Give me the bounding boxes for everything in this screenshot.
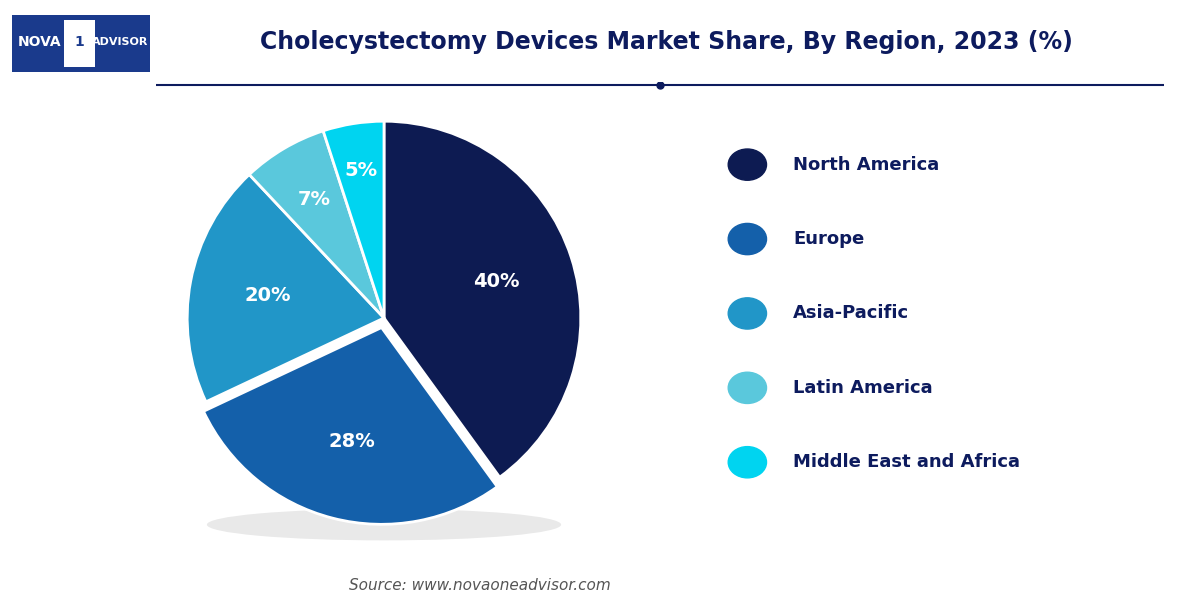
FancyBboxPatch shape: [12, 15, 150, 72]
Circle shape: [728, 372, 767, 403]
Text: 1: 1: [74, 35, 84, 49]
Text: NOVA: NOVA: [18, 35, 61, 49]
Text: 28%: 28%: [329, 433, 376, 451]
Ellipse shape: [206, 509, 562, 541]
Wedge shape: [250, 131, 384, 318]
Text: Asia-Pacific: Asia-Pacific: [793, 304, 910, 322]
Wedge shape: [323, 121, 384, 318]
Text: Cholecystectomy Devices Market Share, By Region, 2023 (%): Cholecystectomy Devices Market Share, By…: [259, 30, 1073, 54]
Circle shape: [728, 149, 767, 180]
Text: 7%: 7%: [298, 190, 330, 209]
Circle shape: [728, 446, 767, 478]
Text: Source: www.novaoneadvisor.com: Source: www.novaoneadvisor.com: [349, 577, 611, 593]
FancyBboxPatch shape: [65, 20, 95, 67]
Text: 40%: 40%: [473, 272, 520, 291]
Text: Europe: Europe: [793, 230, 864, 248]
Text: Middle East and Africa: Middle East and Africa: [793, 453, 1020, 471]
Text: Latin America: Latin America: [793, 379, 932, 397]
Text: ADVISOR: ADVISOR: [91, 37, 148, 47]
Circle shape: [728, 223, 767, 254]
Text: 20%: 20%: [245, 286, 292, 305]
Circle shape: [728, 298, 767, 329]
Wedge shape: [384, 121, 581, 477]
Wedge shape: [187, 175, 384, 402]
Text: 5%: 5%: [344, 161, 377, 180]
Wedge shape: [204, 328, 497, 524]
Text: North America: North America: [793, 155, 940, 173]
